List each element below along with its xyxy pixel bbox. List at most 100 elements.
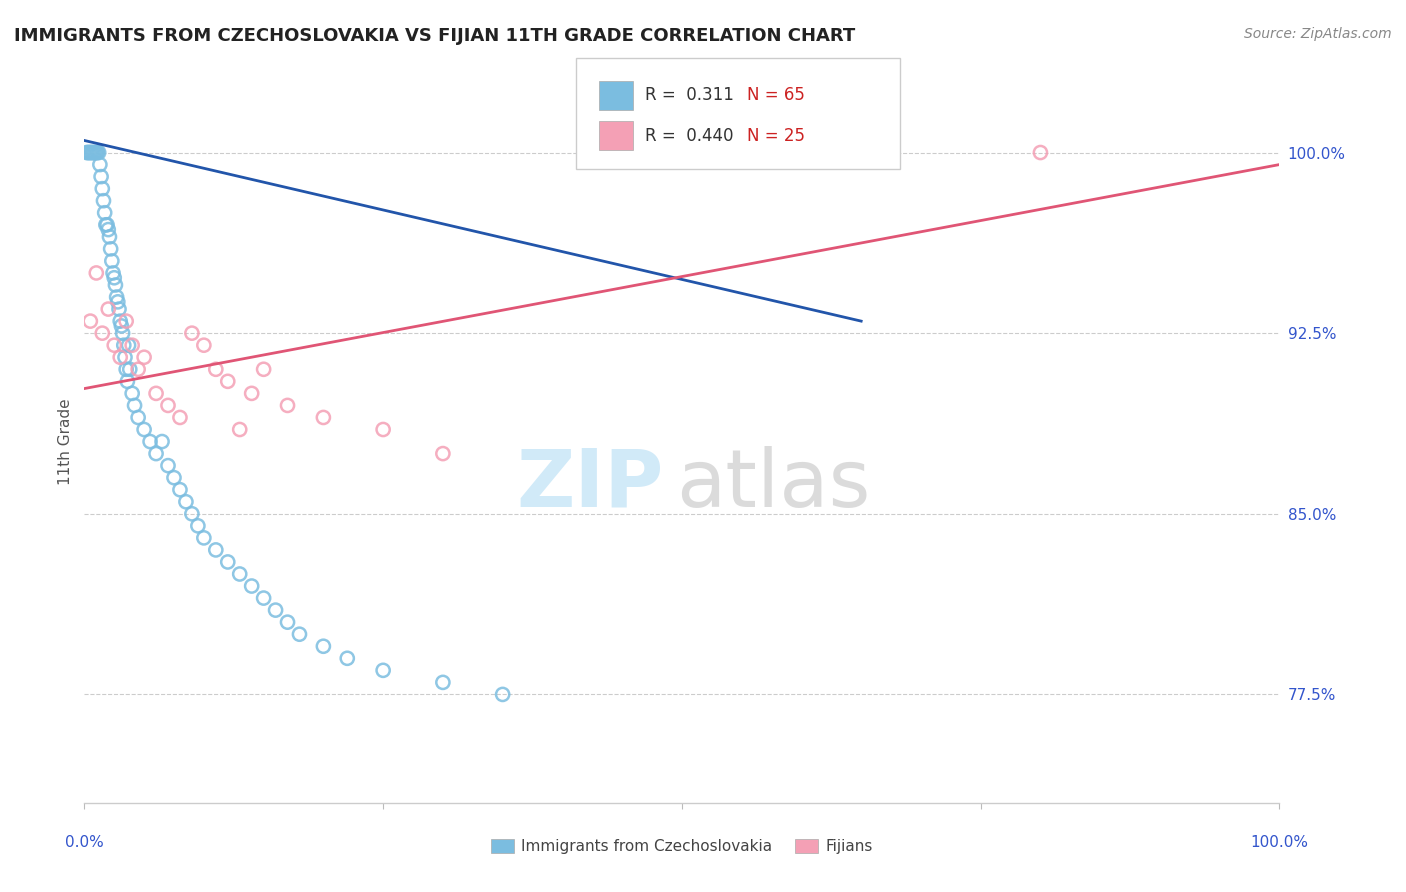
Point (163, 470, 186, 484)
Point (86, 145, 108, 160)
Point (111, 326, 134, 340)
Point (105, 290, 128, 304)
Point (104, 277, 127, 292)
Point (79, 314, 101, 328)
Point (121, 386, 143, 401)
Point (77, 145, 100, 160)
Point (187, 518, 209, 533)
Point (117, 374, 139, 388)
Point (217, 374, 239, 388)
Point (240, 386, 263, 401)
Point (91, 326, 114, 340)
Point (205, 362, 228, 376)
Point (132, 350, 156, 364)
Text: IMMIGRANTS FROM CZECHOSLOVAKIA VS FIJIAN 11TH GRADE CORRELATION CHART: IMMIGRANTS FROM CZECHOSLOVAKIA VS FIJIAN… (14, 27, 855, 45)
Point (277, 398, 299, 412)
Point (139, 434, 162, 449)
Point (169, 483, 191, 497)
Legend: Immigrants from Czechoslovakia, Fijians: Immigrants from Czechoslovakia, Fijians (485, 833, 879, 860)
Point (205, 542, 228, 557)
Point (253, 362, 276, 376)
Point (117, 338, 139, 352)
Point (110, 314, 132, 328)
Point (193, 338, 215, 352)
Point (174, 494, 197, 508)
Point (108, 301, 131, 316)
Point (288, 627, 311, 641)
Point (86, 266, 108, 280)
Point (112, 338, 135, 352)
Point (103, 270, 125, 285)
Point (91, 181, 114, 195)
Point (115, 362, 138, 376)
Point (150, 434, 173, 449)
Point (77, 145, 100, 160)
Point (83, 145, 105, 160)
Text: R =  0.440: R = 0.440 (645, 127, 734, 145)
Point (101, 253, 124, 268)
Point (96, 218, 118, 232)
Point (240, 579, 263, 593)
Text: R =  0.311: R = 0.311 (645, 87, 734, 104)
Point (103, 338, 125, 352)
Point (94, 218, 117, 232)
Y-axis label: 11th Grade: 11th Grade (58, 398, 73, 485)
Point (157, 458, 180, 473)
Point (82, 145, 104, 160)
Point (110, 350, 132, 364)
Point (87, 145, 110, 160)
Point (181, 507, 204, 521)
Point (86, 145, 108, 160)
Point (229, 422, 252, 436)
Point (79, 145, 101, 160)
Point (127, 362, 149, 376)
Point (118, 362, 141, 376)
Point (193, 531, 215, 545)
Point (373, 422, 395, 436)
Point (127, 410, 149, 425)
Point (253, 591, 276, 605)
Point (80, 145, 103, 160)
Text: 0.0%: 0.0% (65, 835, 104, 850)
Point (264, 603, 287, 617)
Point (312, 410, 335, 425)
Point (110, 318, 132, 333)
Point (169, 410, 191, 425)
Point (107, 294, 129, 309)
Point (229, 566, 252, 581)
Text: atlas: atlas (676, 446, 870, 524)
Point (312, 639, 335, 653)
Point (132, 422, 156, 436)
Point (76, 145, 98, 160)
Point (432, 675, 454, 690)
Point (84, 145, 107, 160)
Point (181, 326, 204, 340)
Point (336, 651, 359, 665)
Point (97, 301, 120, 316)
Point (1029, 145, 1052, 160)
Point (157, 398, 180, 412)
Point (93, 205, 115, 219)
Point (124, 398, 146, 412)
Point (97, 222, 120, 236)
Text: Source: ZipAtlas.com: Source: ZipAtlas.com (1244, 27, 1392, 41)
Point (115, 314, 138, 328)
Text: N = 65: N = 65 (747, 87, 804, 104)
Point (277, 615, 299, 629)
Point (100, 242, 122, 256)
Point (89, 157, 111, 171)
Point (114, 350, 136, 364)
Text: ZIP: ZIP (517, 446, 664, 524)
Point (373, 663, 395, 677)
Point (851, 145, 873, 160)
Point (217, 555, 239, 569)
Point (121, 338, 143, 352)
Point (101, 266, 124, 280)
Point (145, 386, 167, 401)
Point (90, 169, 112, 184)
Point (98, 229, 121, 244)
Text: 100.0%: 100.0% (1250, 835, 1309, 850)
Point (432, 446, 454, 460)
Point (145, 446, 167, 460)
Text: N = 25: N = 25 (747, 127, 804, 145)
